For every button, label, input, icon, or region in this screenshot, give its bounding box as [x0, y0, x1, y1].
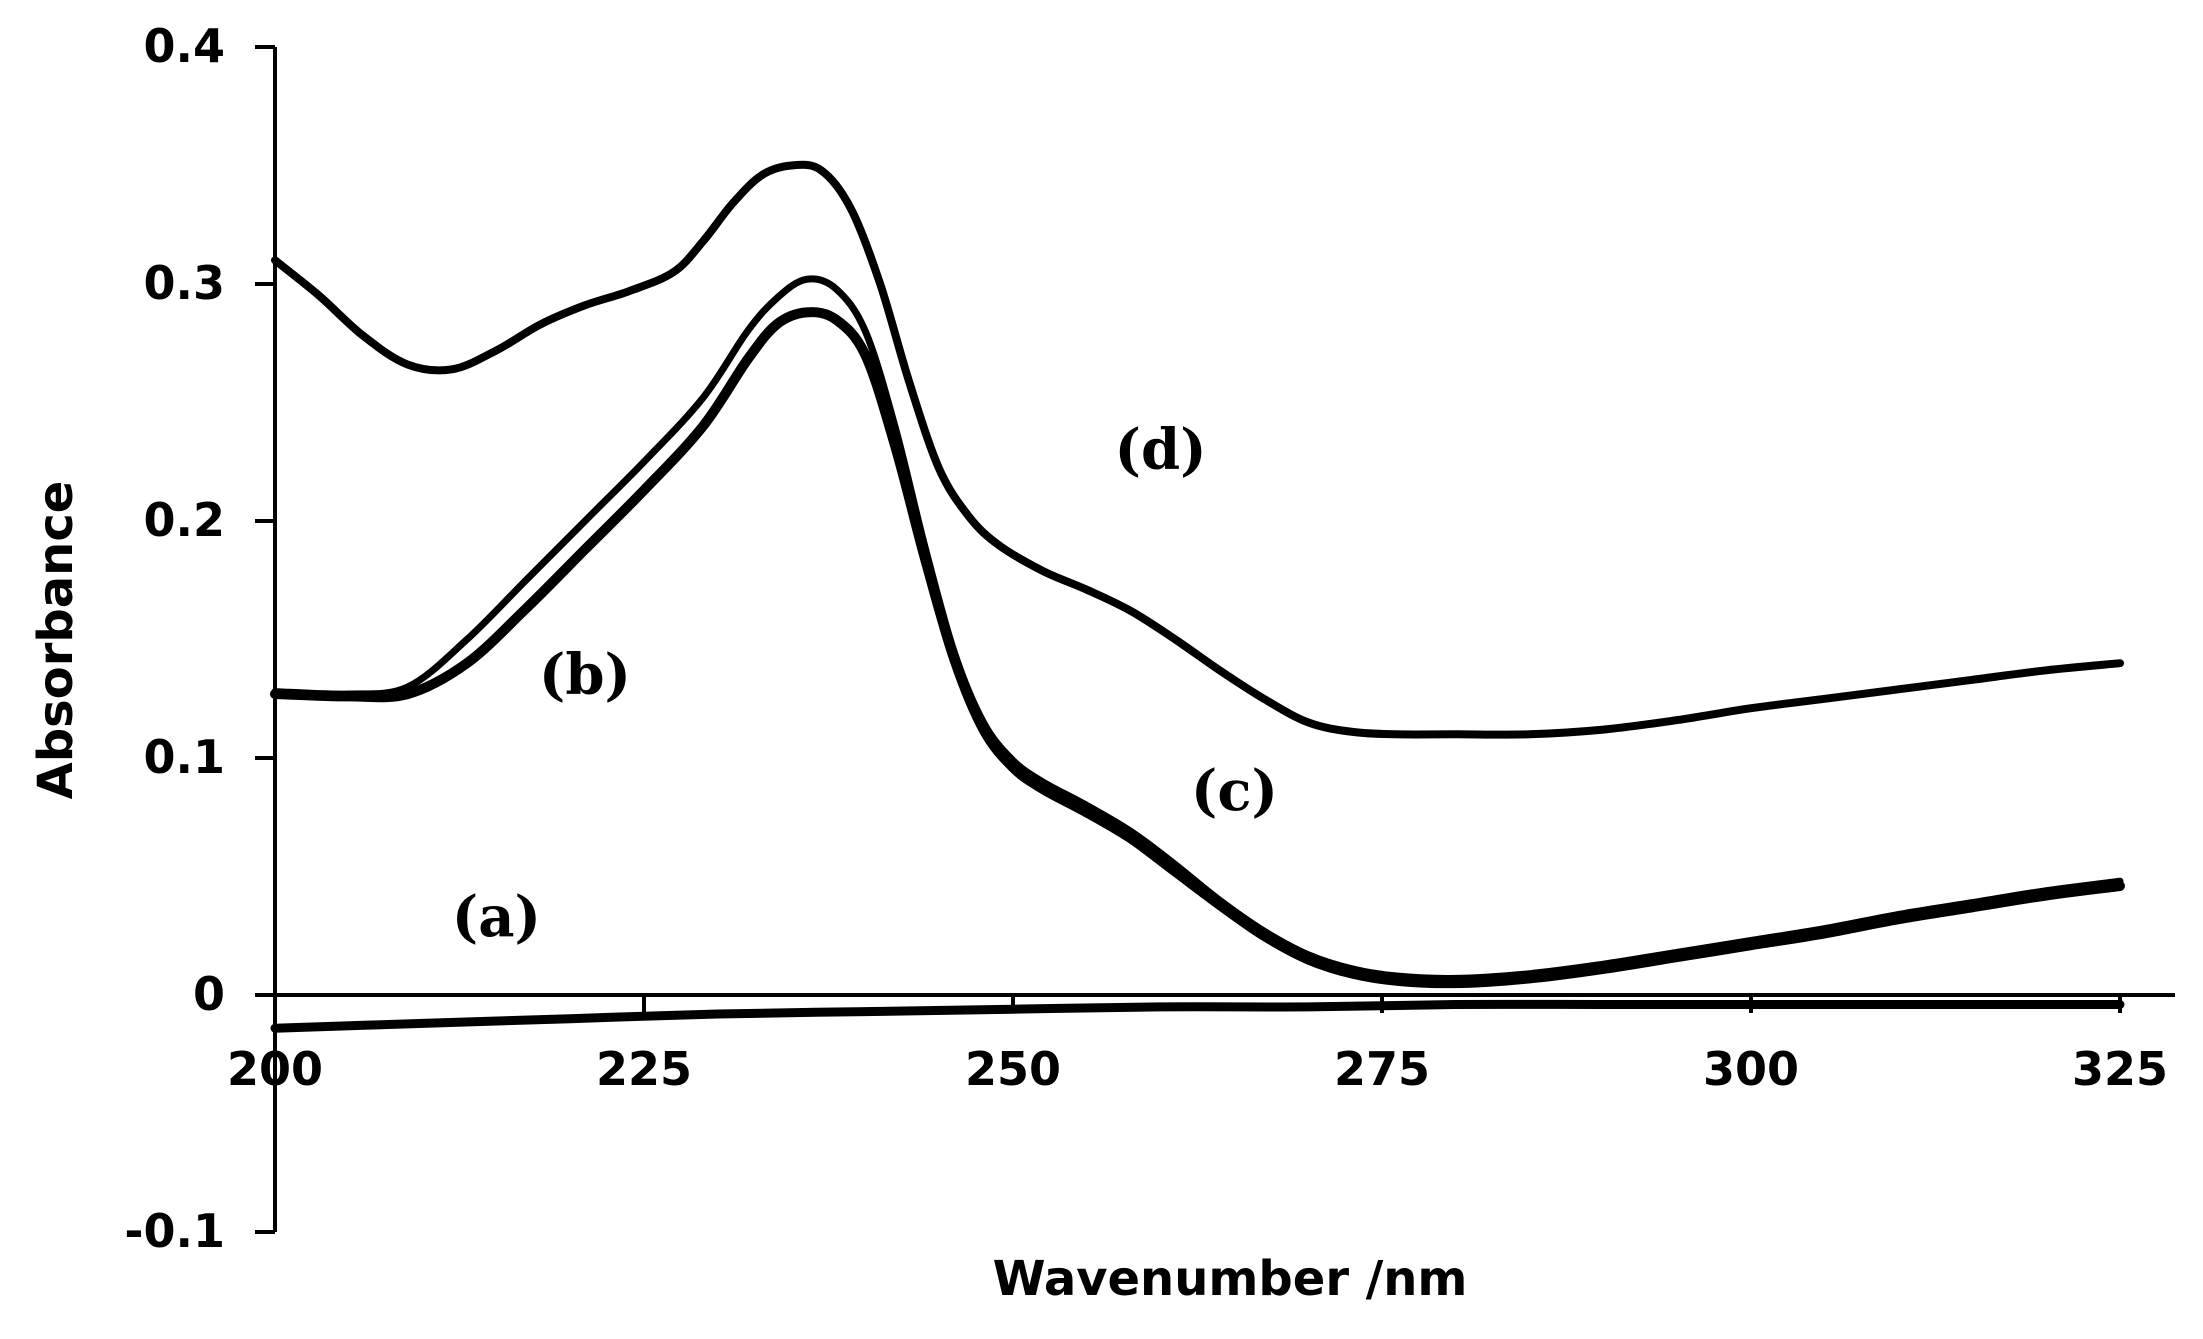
series-label-b: (b): [539, 642, 631, 708]
x-tick-label: 325: [2072, 1042, 2168, 1096]
y-tick-label: 0: [193, 967, 225, 1021]
y-tick-label: 0.1: [144, 730, 226, 784]
y-axis-title: Absorbance: [28, 481, 84, 800]
y-tick-label: 0.3: [144, 256, 226, 310]
x-axis-title: Wavenumber /nm: [993, 1251, 1468, 1307]
series-label-d: (d): [1115, 417, 1207, 483]
series-label-a: (a): [452, 884, 541, 950]
y-tick-label: 0.4: [144, 19, 226, 73]
series-line-a: [270, 999, 2125, 1033]
y-tick-label: -0.1: [124, 1204, 225, 1258]
series-labels: (a) (b) (c) (d): [452, 417, 1278, 950]
series-line-b: [271, 275, 2124, 982]
x-tick-label: 275: [1334, 1042, 1430, 1096]
x-tick-label: 200: [227, 1042, 323, 1096]
series-line-d: [271, 160, 2124, 739]
axes: -0.1 0 0.1 0.2 0.3 0.4 200 225 250 275 300 325: [124, 19, 2175, 1258]
x-tick-label: 225: [596, 1042, 692, 1096]
x-tick-label: 250: [965, 1042, 1061, 1096]
series-layer: [270, 160, 2125, 1033]
y-tick-label: 0.2: [144, 493, 226, 547]
series-line-c: [270, 307, 2125, 989]
x-tick-label: 300: [1703, 1042, 1799, 1096]
series-label-c: (c): [1191, 758, 1278, 824]
